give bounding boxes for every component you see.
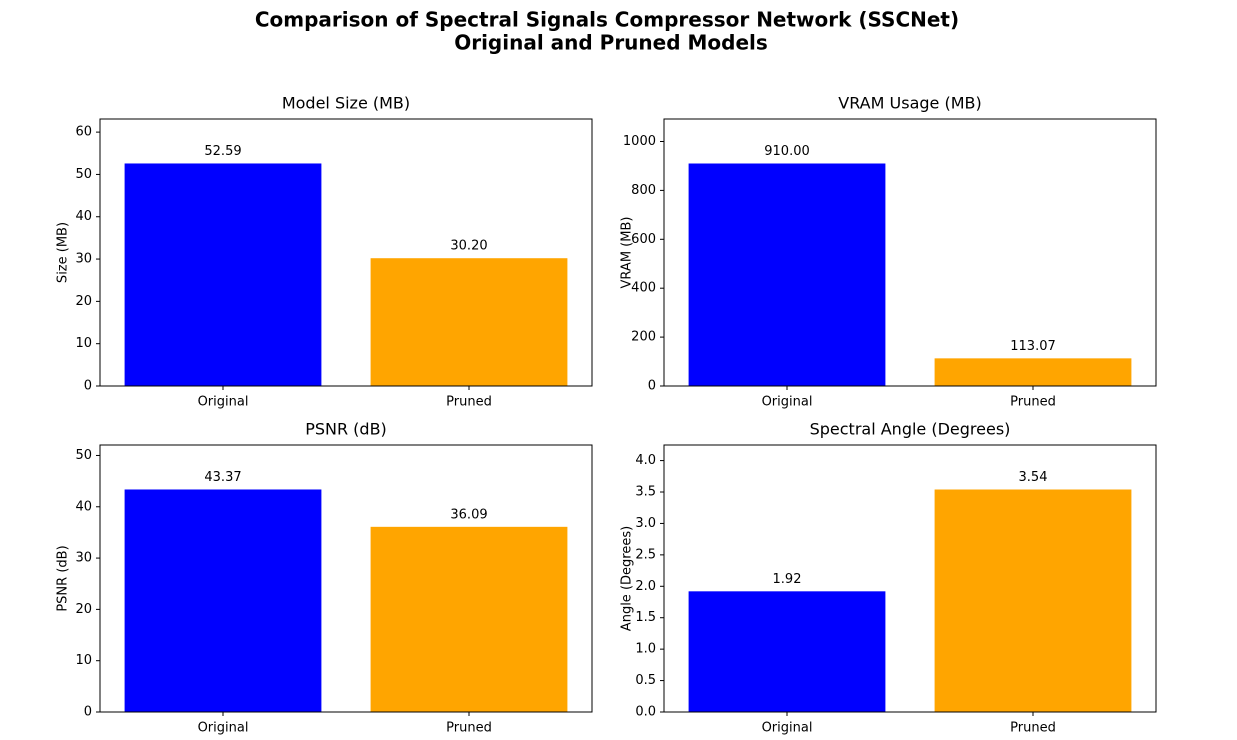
y-tick-label: 1.0 [635,642,656,657]
y-tick-label: 10 [75,336,92,351]
y-tick-label: 0 [84,705,92,720]
axes-frame [663,444,1157,713]
value-label: 43.37 [204,470,241,485]
y-tick-label: 0.5 [635,673,656,688]
y-axis-label: Size (MB) [56,222,71,283]
y-axis-label: Angle (Degrees) [620,526,635,631]
bar [370,258,568,386]
value-label: 30.20 [450,239,487,254]
value-label: 113.07 [1010,339,1056,354]
bar [934,358,1132,386]
axes-frame [99,118,593,387]
y-tick-label: 1000 [623,134,656,149]
y-tick-label: 20 [75,294,92,309]
figure-title: Comparison of Spectral Signals Compresso… [255,8,959,32]
y-tick-label: 0 [648,379,656,394]
x-tick-label: Pruned [1010,395,1056,410]
y-tick-label: 50 [75,167,92,182]
y-tick-label: 400 [631,281,656,296]
y-tick-label: 2.5 [635,547,656,562]
y-tick-label: 800 [631,183,656,198]
y-tick-label: 30 [75,551,92,566]
y-tick-label: 20 [75,602,92,617]
value-label: 910.00 [764,144,810,159]
x-tick-label: Original [198,721,249,736]
axes-title: VRAM Usage (MB) [838,94,981,113]
x-tick-label: Original [762,721,813,736]
bar [124,489,322,712]
y-tick-label: 3.5 [635,485,656,500]
y-tick-label: 600 [631,232,656,247]
y-tick-label: 40 [75,209,92,224]
axes-frame [99,444,593,713]
y-tick-label: 0 [84,379,92,394]
bar [688,591,886,712]
y-tick-label: 50 [75,448,92,463]
axes-frame [663,118,1157,387]
y-tick-label: 2.0 [635,579,656,594]
x-tick-label: Pruned [446,395,492,410]
bar [370,526,568,712]
x-tick-label: Original [198,395,249,410]
y-axis-label: VRAM (MB) [620,217,635,289]
y-tick-label: 3.0 [635,516,656,531]
figure-subtitle: Original and Pruned Models [454,31,768,55]
value-label: 52.59 [204,144,241,159]
bar [688,163,886,386]
axes-title: Model Size (MB) [282,94,410,113]
y-tick-label: 60 [75,125,92,140]
value-label: 3.54 [1019,470,1048,485]
bar [934,489,1132,712]
y-tick-label: 0.0 [635,705,656,720]
axes-title: PSNR (dB) [305,420,387,439]
y-tick-label: 4.0 [635,453,656,468]
y-tick-label: 30 [75,252,92,267]
value-label: 36.09 [450,507,487,522]
x-tick-label: Original [762,395,813,410]
y-tick-label: 10 [75,653,92,668]
value-label: 1.92 [773,572,802,587]
x-tick-label: Pruned [1010,721,1056,736]
axes-title: Spectral Angle (Degrees) [810,420,1011,439]
y-tick-label: 200 [631,330,656,345]
x-tick-label: Pruned [446,721,492,736]
y-tick-label: 1.5 [635,610,656,625]
y-tick-label: 40 [75,499,92,514]
bar [124,163,322,386]
y-axis-label: PSNR (dB) [56,545,71,611]
